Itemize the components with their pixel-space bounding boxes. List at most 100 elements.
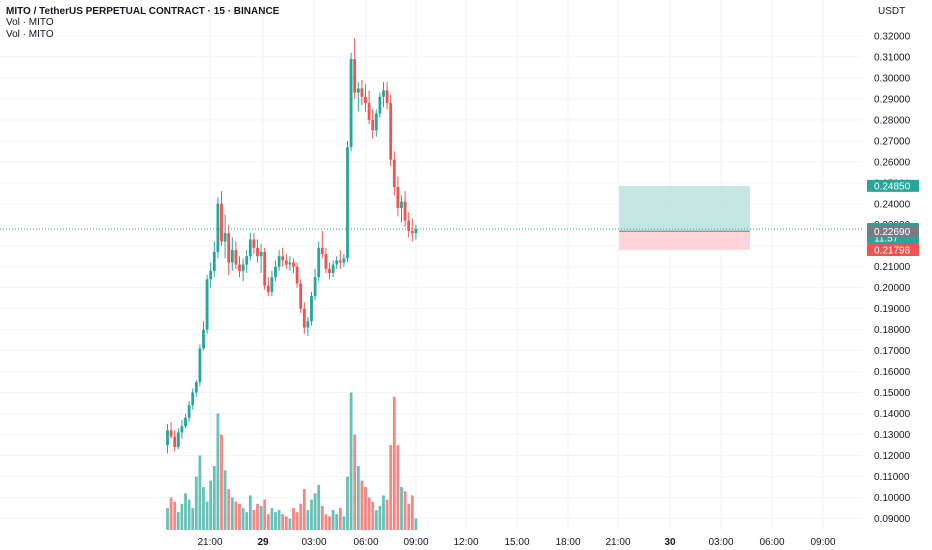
candle-body [378,96,382,114]
candle-body [356,88,360,93]
candle-body [349,59,353,148]
symbol-title[interactable]: MITO / TetherUS PERPETUAL CONTRACT · 15 … [6,6,280,17]
volume-bar [338,507,342,530]
candle-body [403,201,407,221]
volume-bar [392,396,396,530]
volume-bar [367,497,371,530]
volume-bar [324,514,328,530]
y-tick-label: 0.11000 [874,472,910,483]
volume-bar [194,476,198,530]
volume-bar [256,503,259,530]
volume-bar [346,476,349,530]
volume-bar [191,507,195,530]
volume-bar [274,512,277,530]
x-tick-label: 12:00 [453,537,478,548]
candle-body [234,249,238,265]
volume-bar [252,510,256,530]
volume-bar [353,434,357,530]
candle-body [335,260,339,265]
volume-bar [400,486,403,530]
y-tick-label: 0.30000 [874,73,911,84]
volume-bar [349,392,353,530]
volume-bar [281,514,285,530]
volume-bar [295,512,299,530]
volume-bar [209,480,213,530]
volume-bar [414,518,418,530]
price-badge-label: 0.24850 [874,181,911,192]
y-tick-label: 0.18000 [874,325,911,336]
candle-body [367,103,371,120]
volume-bar [270,507,274,530]
y-tick-label: 0.09000 [874,514,911,525]
volume-bar [205,501,209,530]
candle-body [166,430,169,446]
candle-body [169,430,173,437]
y-tick-label: 0.27000 [874,136,911,147]
volume-indicator-label-2[interactable]: Vol · MITO [6,29,54,40]
y-tick-label: 0.10000 [874,493,911,504]
candle-body [364,96,367,104]
candle-body [389,103,393,160]
volume-bar [306,510,310,530]
candle-body [407,220,411,232]
price-badge-label: 0.21798 [874,245,911,256]
volume-bar [385,499,389,530]
volume-indicator-label[interactable]: Vol · MITO [6,17,54,28]
candle-body [414,228,418,234]
candle-body [317,247,321,278]
x-tick-label: 18:00 [555,537,580,548]
candle-body [173,436,177,448]
volume-bar [176,512,180,530]
candle-body [400,201,403,208]
volume-bar [245,512,249,530]
volume-bar [292,507,295,530]
currency-label: USDT [878,6,906,17]
price-badge-bg [867,243,919,256]
y-tick-label: 0.28000 [874,115,911,126]
candle-body [256,247,259,257]
price-axis[interactable]: 0.09000 0.10000 0.11000 0.12000 0.13000 0.140… [874,31,911,525]
candle-body [270,277,274,292]
volume-bar [374,510,378,530]
volume-bar [180,503,184,530]
grid [0,0,862,530]
candle-body [263,252,267,286]
x-tick-label: 09:00 [810,537,835,548]
x-tick-label: 06:00 [759,537,784,548]
volume-bar [184,493,187,530]
y-tick-label: 0.12000 [874,451,911,462]
volume-bar [263,499,267,530]
volume-bar [396,445,400,530]
candle-body [281,256,285,261]
candle-body [328,268,331,273]
volume-bars [166,392,418,530]
y-tick-label: 0.31000 [874,52,911,63]
candle-body [191,392,195,406]
candle-body [382,90,385,97]
candle-body [241,264,245,271]
volume-bar [342,516,346,530]
candle-body [410,231,414,234]
candle-body [252,239,256,248]
volume-bar [284,516,288,530]
candle-body [184,417,187,427]
candle-body [220,203,223,242]
candle-body [227,233,231,263]
volume-bar [241,507,245,530]
candle-body [288,262,292,265]
x-tick-label: 30 [664,537,676,548]
price-badge-label: 11:57 [874,234,899,245]
candle-body [274,266,277,278]
volume-bar [389,445,393,530]
time-axis[interactable]: 21:00 29 03:00 06:00 09:00 12:00 15:00 18:00 21:… [197,537,835,548]
candle-body [223,233,227,242]
candle-body [205,279,209,330]
candle-body [266,285,270,292]
candle-body [313,277,317,297]
volume-bar [364,486,367,530]
x-tick-label: 29 [257,537,269,548]
candle-body [284,260,288,265]
y-tick-label: 0.13000 [874,430,911,441]
volume-bar [299,503,303,530]
